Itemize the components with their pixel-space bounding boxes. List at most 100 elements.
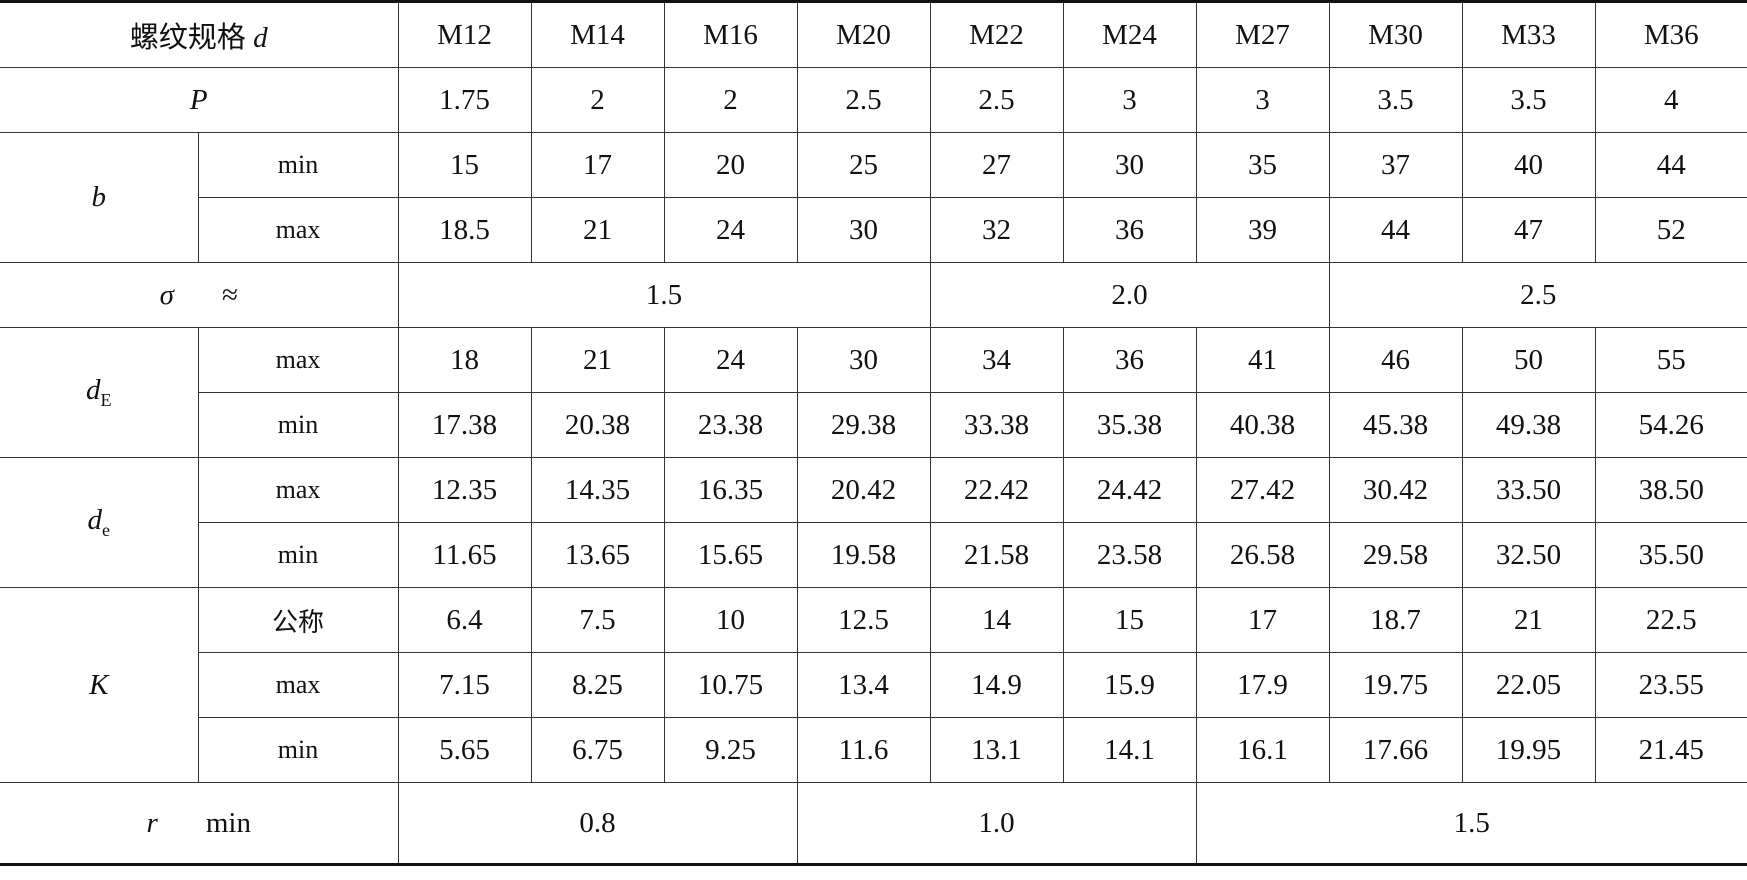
value-cell: 30.42 <box>1328 457 1463 523</box>
value-cell: 15.9 <box>1062 652 1197 718</box>
header-symbol: d <box>253 22 268 54</box>
value-cell: 47 <box>1461 197 1596 263</box>
value-cell: 37 <box>1328 132 1463 198</box>
row-symbol: P <box>0 67 399 133</box>
value-cell: 10 <box>663 587 798 653</box>
value-cell: 44 <box>1328 197 1463 263</box>
value-cell: 33.38 <box>929 392 1064 458</box>
value-cell: 19.75 <box>1328 652 1463 718</box>
value-cell: 18.5 <box>397 197 532 263</box>
value-cell: 50 <box>1461 327 1596 393</box>
value-cell: 4 <box>1594 67 1747 133</box>
data-row: r min 0.8 1.0 1.5 <box>0 782 1747 866</box>
value-cell: 6.75 <box>530 717 665 783</box>
value-cell: 2 <box>530 67 665 133</box>
value-cell: 34 <box>929 327 1064 393</box>
row-symbol: dE <box>0 327 199 458</box>
value-cell: 3.5 <box>1328 67 1463 133</box>
value-cell: 21.58 <box>929 522 1064 588</box>
value-cell: 29.38 <box>796 392 931 458</box>
value-cell: 2.5 <box>929 67 1064 133</box>
value-cell: 2.0 <box>929 262 1330 328</box>
value-cell: 14.35 <box>530 457 665 523</box>
data-row: min 17.38 20.38 23.38 29.38 33.38 35.38 40.38 45… <box>0 392 1747 458</box>
symbol: r <box>146 806 158 839</box>
value-cell: 22.05 <box>1461 652 1596 718</box>
header-row: 螺纹规格 d M12 M14 M16 M20 M22 M24 M27 M30 M33 M36 <box>0 0 1747 68</box>
row-symbol: σ ≈ <box>0 262 399 328</box>
sub-label: max <box>197 327 399 393</box>
value-cell: 25 <box>796 132 931 198</box>
value-cell: 22.5 <box>1594 587 1747 653</box>
size-cell: M20 <box>796 0 931 68</box>
value-cell: 1.5 <box>1195 782 1747 866</box>
symbol: σ <box>159 278 174 311</box>
sub-label: min <box>198 522 399 588</box>
value-cell: 15.65 <box>663 522 798 588</box>
value-cell: 40 <box>1461 132 1596 198</box>
value-cell: 36 <box>1062 197 1197 263</box>
size-cell: M27 <box>1195 0 1330 68</box>
value-cell: 3 <box>1062 67 1197 133</box>
size-cell: M30 <box>1328 0 1463 68</box>
value-cell: 41 <box>1195 327 1330 393</box>
sub-label: min <box>198 392 399 458</box>
value-cell: 24.42 <box>1062 457 1197 523</box>
value-cell: 40.38 <box>1195 392 1330 458</box>
value-cell: 15 <box>1062 587 1197 653</box>
sub-label: max <box>198 652 399 718</box>
data-row: max 7.15 8.25 10.75 13.4 14.9 15.9 17.9 19.75 22.… <box>0 652 1747 718</box>
sub-label: min <box>198 717 399 783</box>
value-cell: 55 <box>1594 327 1747 393</box>
data-row: min 5.65 6.75 9.25 11.6 13.1 14.1 16.1 17.66 19.9… <box>0 717 1747 783</box>
value-cell: 33.50 <box>1461 457 1596 523</box>
value-cell: 14.9 <box>929 652 1064 718</box>
data-row: b min 15 17 20 25 27 30 35 37 40 44 <box>0 132 1747 263</box>
value-cell: 38.50 <box>1594 457 1747 523</box>
qualifier: ≈ <box>221 278 238 311</box>
value-cell: 46 <box>1328 327 1463 393</box>
value-cell: 23.58 <box>1062 522 1197 588</box>
value-cell: 9.25 <box>663 717 798 783</box>
value-cell: 18 <box>397 327 532 393</box>
value-cell: 6.4 <box>397 587 532 653</box>
value-cell: 15 <box>397 132 532 198</box>
value-cell: 14.1 <box>1062 717 1197 783</box>
value-cell: 35.38 <box>1062 392 1197 458</box>
data-row: K 公称 6.4 7.5 10 12.5 14 15 17 18.7 21 22.5 <box>0 587 1747 783</box>
size-cell: M24 <box>1062 0 1197 68</box>
value-cell: 32.50 <box>1461 522 1596 588</box>
value-cell: 3.5 <box>1461 67 1596 133</box>
value-cell: 22.42 <box>929 457 1064 523</box>
value-cell: 11.6 <box>796 717 931 783</box>
value-cell: 2.5 <box>796 67 931 133</box>
value-cell: 54.26 <box>1594 392 1747 458</box>
value-cell: 10.75 <box>663 652 798 718</box>
data-row: de max 12.35 14.35 16.35 20.42 22.42 24.42 27.42… <box>0 457 1747 588</box>
value-cell: 35 <box>1195 132 1330 198</box>
row-symbol: K <box>0 587 199 783</box>
value-cell: 17.38 <box>397 392 532 458</box>
value-cell: 5.65 <box>397 717 532 783</box>
value-cell: 39 <box>1195 197 1330 263</box>
value-cell: 13.1 <box>929 717 1064 783</box>
data-row: max 18.5 21 24 30 32 36 39 44 47 52 <box>0 197 1747 263</box>
value-cell: 26.58 <box>1195 522 1330 588</box>
data-row: dE max 18 21 24 30 34 36 41 46 50 55 <box>0 327 1747 458</box>
value-cell: 16.35 <box>663 457 798 523</box>
header-label-text: 螺纹规格 <box>129 22 246 54</box>
size-cell: M12 <box>397 0 532 68</box>
value-cell: 20.38 <box>530 392 665 458</box>
value-cell: 21 <box>1461 587 1596 653</box>
size-cell: M33 <box>1461 0 1596 68</box>
value-cell: 21.45 <box>1594 717 1747 783</box>
symbol: d <box>87 504 103 537</box>
sub-label: max <box>197 457 399 523</box>
size-cell: M22 <box>929 0 1064 68</box>
size-cell: M14 <box>530 0 665 68</box>
value-cell: 1.0 <box>796 782 1197 866</box>
value-cell: 12.35 <box>397 457 532 523</box>
data-row: min 11.65 13.65 15.65 19.58 21.58 23.58 26.58 29… <box>0 522 1747 588</box>
value-cell: 11.65 <box>397 522 532 588</box>
value-cell: 45.38 <box>1328 392 1463 458</box>
